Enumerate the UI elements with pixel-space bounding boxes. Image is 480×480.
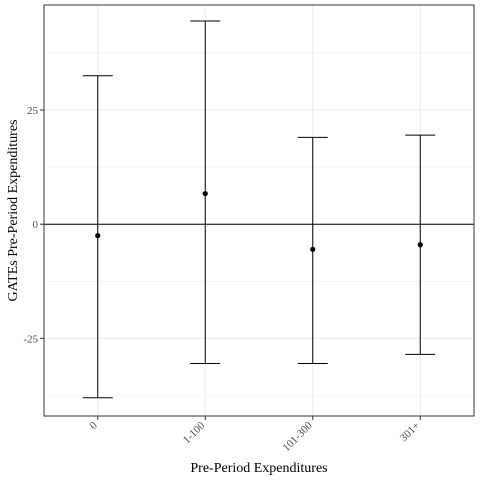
y-tick-label: -25 bbox=[23, 333, 38, 345]
point-estimate bbox=[202, 191, 208, 197]
x-axis-title: Pre-Period Expenditures bbox=[190, 461, 327, 476]
y-tick-label: 25 bbox=[27, 105, 39, 117]
point-estimate bbox=[310, 246, 316, 252]
y-axis: -25 0 25 bbox=[23, 105, 44, 345]
point-estimate bbox=[95, 233, 101, 239]
y-tick-label: 0 bbox=[33, 219, 39, 231]
error-bars-layer bbox=[82, 20, 436, 399]
point-estimate bbox=[417, 242, 423, 248]
error-bar-group bbox=[82, 75, 113, 399]
y-axis-title: GATEs Pre-Period Expenditures bbox=[6, 120, 21, 302]
error-bar-group bbox=[190, 20, 221, 364]
error-bar-group bbox=[405, 134, 436, 355]
panel-border bbox=[43, 4, 475, 417]
error-bar-group bbox=[297, 136, 328, 364]
